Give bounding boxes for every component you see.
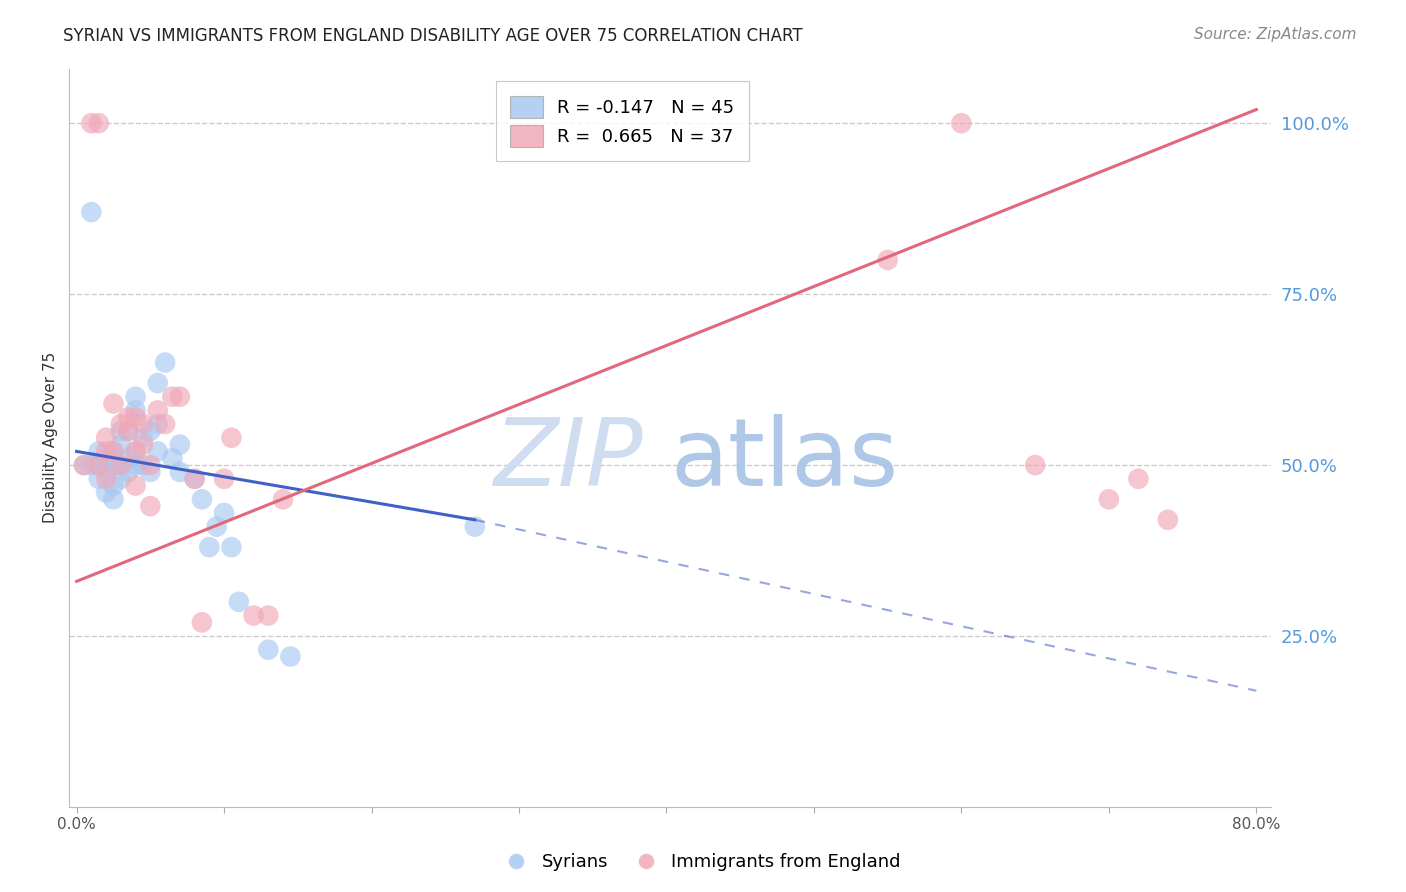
Point (110, 458, 132, 472)
Point (212, 472, 235, 486)
Point (153, 355, 176, 369)
Point (103, 396, 125, 410)
Point (1128, 472, 1150, 486)
Point (103, 458, 125, 472)
Point (146, 417, 169, 431)
Point (1098, 492, 1121, 507)
Point (153, 417, 176, 431)
Point (124, 444, 146, 458)
Point (103, 444, 125, 458)
Point (110, 424, 132, 438)
Point (183, 472, 205, 486)
Point (110, 437, 132, 451)
Point (212, 506, 235, 520)
Point (87, 458, 110, 472)
Text: Source: ZipAtlas.com: Source: ZipAtlas.com (1194, 27, 1357, 42)
Point (198, 540, 221, 554)
Point (228, 595, 250, 609)
Point (117, 465, 139, 479)
Point (80, 458, 103, 472)
Point (257, 642, 280, 657)
Point (124, 403, 146, 417)
Point (132, 431, 155, 445)
Point (242, 608, 264, 623)
Point (1024, 458, 1046, 472)
Point (139, 424, 162, 438)
Text: atlas: atlas (671, 414, 898, 506)
Point (132, 437, 155, 451)
Point (169, 465, 191, 479)
Point (146, 376, 169, 390)
Point (110, 417, 132, 431)
Point (205, 519, 228, 533)
Point (87, 116, 110, 130)
Point (103, 478, 125, 492)
Point (87, 458, 110, 472)
Point (124, 390, 146, 404)
Legend: R = -0.147   N = 45, R =  0.665   N = 37: R = -0.147 N = 45, R = 0.665 N = 37 (495, 81, 748, 161)
Point (169, 390, 191, 404)
Point (139, 458, 162, 472)
Point (221, 540, 243, 554)
Point (183, 472, 205, 486)
Point (80, 116, 103, 130)
Point (87, 472, 110, 486)
Point (162, 451, 184, 466)
Point (117, 410, 139, 425)
Legend: Syrians, Immigrants from England: Syrians, Immigrants from England (498, 847, 908, 879)
Point (1157, 513, 1180, 527)
Point (124, 478, 146, 492)
Text: SYRIAN VS IMMIGRANTS FROM ENGLAND DISABILITY AGE OVER 75 CORRELATION CHART: SYRIAN VS IMMIGRANTS FROM ENGLAND DISABI… (63, 27, 803, 45)
Point (191, 615, 214, 630)
Point (117, 424, 139, 438)
Point (94, 465, 117, 479)
Point (117, 451, 139, 466)
Point (94, 451, 117, 466)
Point (103, 492, 125, 507)
Point (280, 649, 302, 664)
Point (464, 519, 486, 533)
Point (117, 424, 139, 438)
Point (87, 444, 110, 458)
Point (257, 608, 280, 623)
Point (876, 252, 898, 267)
Point (94, 485, 117, 500)
Point (80, 205, 103, 219)
Point (110, 458, 132, 472)
Point (124, 458, 146, 472)
Point (73, 458, 96, 472)
Point (132, 458, 155, 472)
Text: ZIP: ZIP (494, 415, 643, 506)
Point (110, 472, 132, 486)
Point (950, 116, 973, 130)
Point (94, 472, 117, 486)
Point (139, 499, 162, 513)
Point (124, 444, 146, 458)
Point (169, 437, 191, 451)
Point (73, 458, 96, 472)
Point (139, 465, 162, 479)
Point (132, 417, 155, 431)
Point (221, 431, 243, 445)
Y-axis label: Disability Age Over 75: Disability Age Over 75 (44, 352, 58, 524)
Point (162, 390, 184, 404)
Point (271, 492, 294, 507)
Point (124, 410, 146, 425)
Point (146, 444, 169, 458)
Point (94, 431, 117, 445)
Point (103, 444, 125, 458)
Point (146, 403, 169, 417)
Point (94, 444, 117, 458)
Point (191, 492, 214, 507)
